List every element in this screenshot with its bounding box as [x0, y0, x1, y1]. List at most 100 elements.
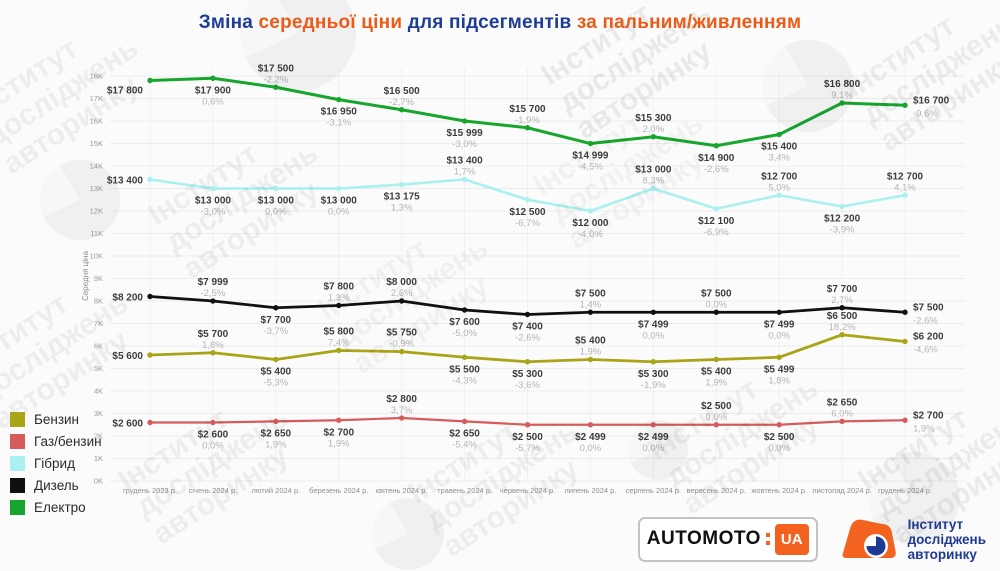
- y-axis-label: 8K: [94, 297, 103, 306]
- percent-label: 0,0%: [643, 443, 665, 454]
- value-label: $12 000: [572, 218, 609, 229]
- automoto-dots-icon: [765, 533, 770, 545]
- percent-label: 1,9%: [265, 439, 287, 450]
- value-label: $7 499: [638, 319, 669, 330]
- legend-label: Гібрид: [34, 455, 75, 471]
- title-part-4: за пальним/живленням: [576, 12, 802, 33]
- data-point: [210, 298, 216, 304]
- value-label: $2 650: [261, 428, 292, 439]
- legend-item-Бензин: Бензин: [10, 408, 102, 430]
- automoto-ua-badge: UA: [774, 523, 809, 555]
- institute-line-1: Інститут: [907, 516, 964, 532]
- legend-item-Газ/бензин: Газ/бензин: [10, 430, 102, 452]
- percent-label: 1,8%: [768, 375, 790, 386]
- legend-item-Електро: Електро: [10, 496, 102, 518]
- data-point: [776, 422, 782, 428]
- legend-label: Газ/бензин: [34, 433, 102, 449]
- x-axis-label: грудень 2024 р.: [878, 486, 932, 495]
- data-point: [147, 352, 153, 358]
- data-point: [587, 356, 594, 363]
- y-axis-label: 12K: [90, 207, 103, 216]
- institute-line-2: досліджень: [907, 531, 986, 547]
- data-point: [147, 77, 153, 84]
- data-point: [273, 305, 279, 311]
- value-label: $12 700: [887, 171, 924, 182]
- value-label: $2 600: [112, 419, 143, 430]
- value-label: $14 999: [572, 151, 609, 162]
- percent-label: -1,9%: [641, 380, 666, 391]
- value-label: $16 500: [384, 86, 421, 97]
- data-point: [210, 350, 216, 356]
- percent-label: 1,9%: [705, 378, 727, 389]
- y-axis-label: 13K: [90, 184, 103, 193]
- chart-legend: Бензин Газ/бензин Гібрид Дизель Електро: [10, 408, 102, 518]
- data-point: [524, 359, 531, 365]
- data-point: [587, 140, 594, 147]
- data-point: [902, 102, 908, 108]
- data-point: [336, 347, 342, 354]
- data-point: [902, 417, 908, 423]
- data-point: [273, 84, 279, 90]
- x-axis-label: березень 2024 р.: [309, 486, 368, 495]
- percent-label: 0,0%: [705, 299, 727, 310]
- value-label: $15 300: [635, 113, 672, 124]
- percent-label: 3,4%: [768, 153, 790, 164]
- y-axis-label: 2K: [94, 432, 103, 441]
- data-point: [713, 356, 719, 363]
- percent-label: -1,9%: [515, 115, 540, 126]
- value-label: $2 500: [701, 401, 732, 412]
- percent-label: -4,3%: [452, 375, 477, 386]
- percent-label: 0,0%: [643, 330, 665, 341]
- data-point: [650, 185, 657, 192]
- data-point: [650, 422, 657, 428]
- data-point: [839, 332, 845, 338]
- y-axis-label: 7K: [94, 319, 103, 328]
- data-point: [839, 203, 845, 210]
- x-axis-label: червень 2024 р.: [500, 486, 555, 495]
- value-label: $6 500: [827, 311, 858, 322]
- percent-label: -5,4%: [452, 439, 477, 450]
- institute-logo-text: Інститут досліджень авторинку: [908, 517, 986, 562]
- data-point: [902, 192, 908, 198]
- y-axis-label: 1K: [94, 454, 103, 463]
- institute-logo: Інститут досліджень авторинку: [838, 515, 986, 563]
- percent-label: -2,5%: [201, 288, 226, 299]
- y-axis-label: 17K: [90, 94, 103, 103]
- percent-label: 0,0%: [265, 207, 287, 218]
- data-point: [776, 131, 782, 138]
- value-label: $7 500: [701, 288, 732, 299]
- percent-label: 0,0%: [705, 412, 727, 423]
- percent-label: 1,4%: [580, 299, 602, 310]
- data-point: [776, 309, 782, 315]
- value-label: $13 000: [635, 165, 672, 176]
- legend-label: Бензин: [34, 411, 80, 427]
- percent-label: -0,6%: [913, 108, 938, 119]
- data-point: [461, 418, 468, 425]
- percent-label: -3,0%: [452, 139, 477, 150]
- value-label: $5 499: [764, 364, 795, 375]
- value-label: $2 800: [386, 394, 417, 405]
- legend-label: Електро: [34, 499, 86, 515]
- value-label: $2 499: [575, 432, 606, 443]
- y-axis-label: 6K: [94, 342, 103, 351]
- data-point: [713, 143, 719, 149]
- data-point: [524, 311, 531, 318]
- data-point: [336, 302, 342, 309]
- chart-title: Зміна середньої ціни для підсегментів за…: [0, 12, 1000, 34]
- data-point: [839, 305, 845, 311]
- value-label: $16 950: [321, 107, 358, 118]
- x-axis-label: квітень 2024 р.: [376, 486, 428, 495]
- percent-label: -2,6%: [704, 164, 729, 175]
- percent-label: 1,3%: [328, 293, 350, 304]
- value-label: $7 500: [575, 288, 606, 299]
- percent-label: -3,9%: [830, 225, 855, 236]
- y-axis-label: 15K: [90, 139, 103, 148]
- data-point: [713, 422, 719, 428]
- percent-label: 8,3%: [643, 176, 665, 187]
- y-axis-label: 16K: [90, 117, 103, 126]
- x-axis-label: липень 2024 р.: [564, 486, 616, 495]
- percent-label: 4,1%: [894, 182, 916, 193]
- percent-label: 1,9%: [913, 423, 935, 434]
- value-label: $5 600: [112, 351, 143, 362]
- value-label: $8 000: [386, 277, 417, 288]
